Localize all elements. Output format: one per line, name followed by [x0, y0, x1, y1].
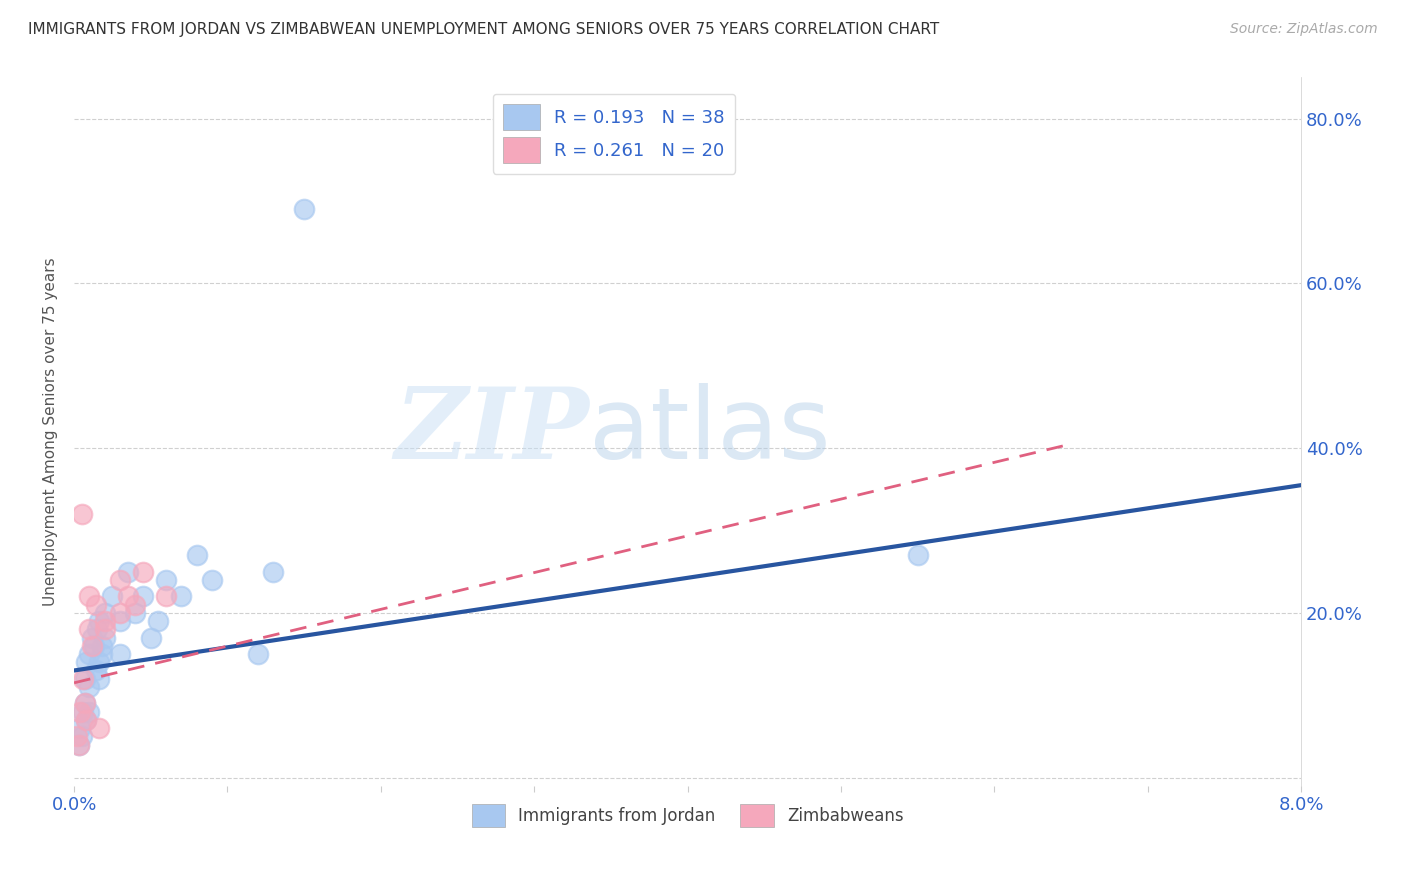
Point [94, 622, 117, 636]
Point [101, 590, 124, 604]
Point [186, 548, 208, 562]
Point [73, 697, 96, 711]
Point [108, 647, 131, 661]
Point [82, 639, 104, 653]
Text: atlas: atlas [589, 383, 831, 480]
Point [70, 507, 93, 521]
Text: ZIP: ZIP [395, 384, 589, 480]
Point [94, 631, 117, 645]
Point [201, 573, 224, 587]
Point [69, 721, 91, 735]
Point [87, 655, 110, 669]
Point [132, 565, 155, 579]
Point [94, 614, 117, 628]
Point [73, 672, 96, 686]
Point [69, 705, 91, 719]
Point [79, 705, 101, 719]
Point [155, 573, 177, 587]
Point [79, 680, 101, 694]
Point [70, 730, 93, 744]
Point [87, 614, 110, 628]
Point [72, 705, 94, 719]
Point [75, 713, 97, 727]
Point [117, 565, 139, 579]
Point [292, 202, 315, 217]
Point [79, 647, 101, 661]
Point [108, 573, 131, 587]
Text: IMMIGRANTS FROM JORDAN VS ZIMBABWEAN UNEMPLOYMENT AMONG SENIORS OVER 75 YEARS CO: IMMIGRANTS FROM JORDAN VS ZIMBABWEAN UNE… [28, 22, 939, 37]
Point [139, 631, 162, 645]
Point [87, 721, 110, 735]
Point [67, 738, 90, 752]
Point [94, 606, 117, 620]
Point [155, 590, 177, 604]
Point [82, 631, 104, 645]
Point [124, 598, 146, 612]
Point [117, 590, 139, 604]
Text: Source: ZipAtlas.com: Source: ZipAtlas.com [1230, 22, 1378, 37]
Point [84, 598, 107, 612]
Point [247, 647, 270, 661]
Point [124, 606, 146, 620]
Point [73, 697, 96, 711]
Point [84, 664, 107, 678]
Point [87, 672, 110, 686]
Point [907, 548, 929, 562]
Point [170, 590, 193, 604]
Point [79, 590, 101, 604]
Point [132, 590, 155, 604]
Point [83, 639, 105, 653]
Point [263, 565, 285, 579]
Point [75, 713, 97, 727]
Point [90, 647, 112, 661]
Point [75, 655, 97, 669]
Point [72, 672, 94, 686]
Point [90, 639, 112, 653]
Point [86, 622, 108, 636]
Point [108, 614, 131, 628]
Point [108, 606, 131, 620]
Point [66, 730, 89, 744]
Legend: Immigrants from Jordan, Zimbabweans: Immigrants from Jordan, Zimbabweans [465, 797, 911, 834]
Point [148, 614, 170, 628]
Y-axis label: Unemployment Among Seniors over 75 years: Unemployment Among Seniors over 75 years [44, 257, 58, 606]
Point [67, 738, 90, 752]
Point [79, 622, 101, 636]
